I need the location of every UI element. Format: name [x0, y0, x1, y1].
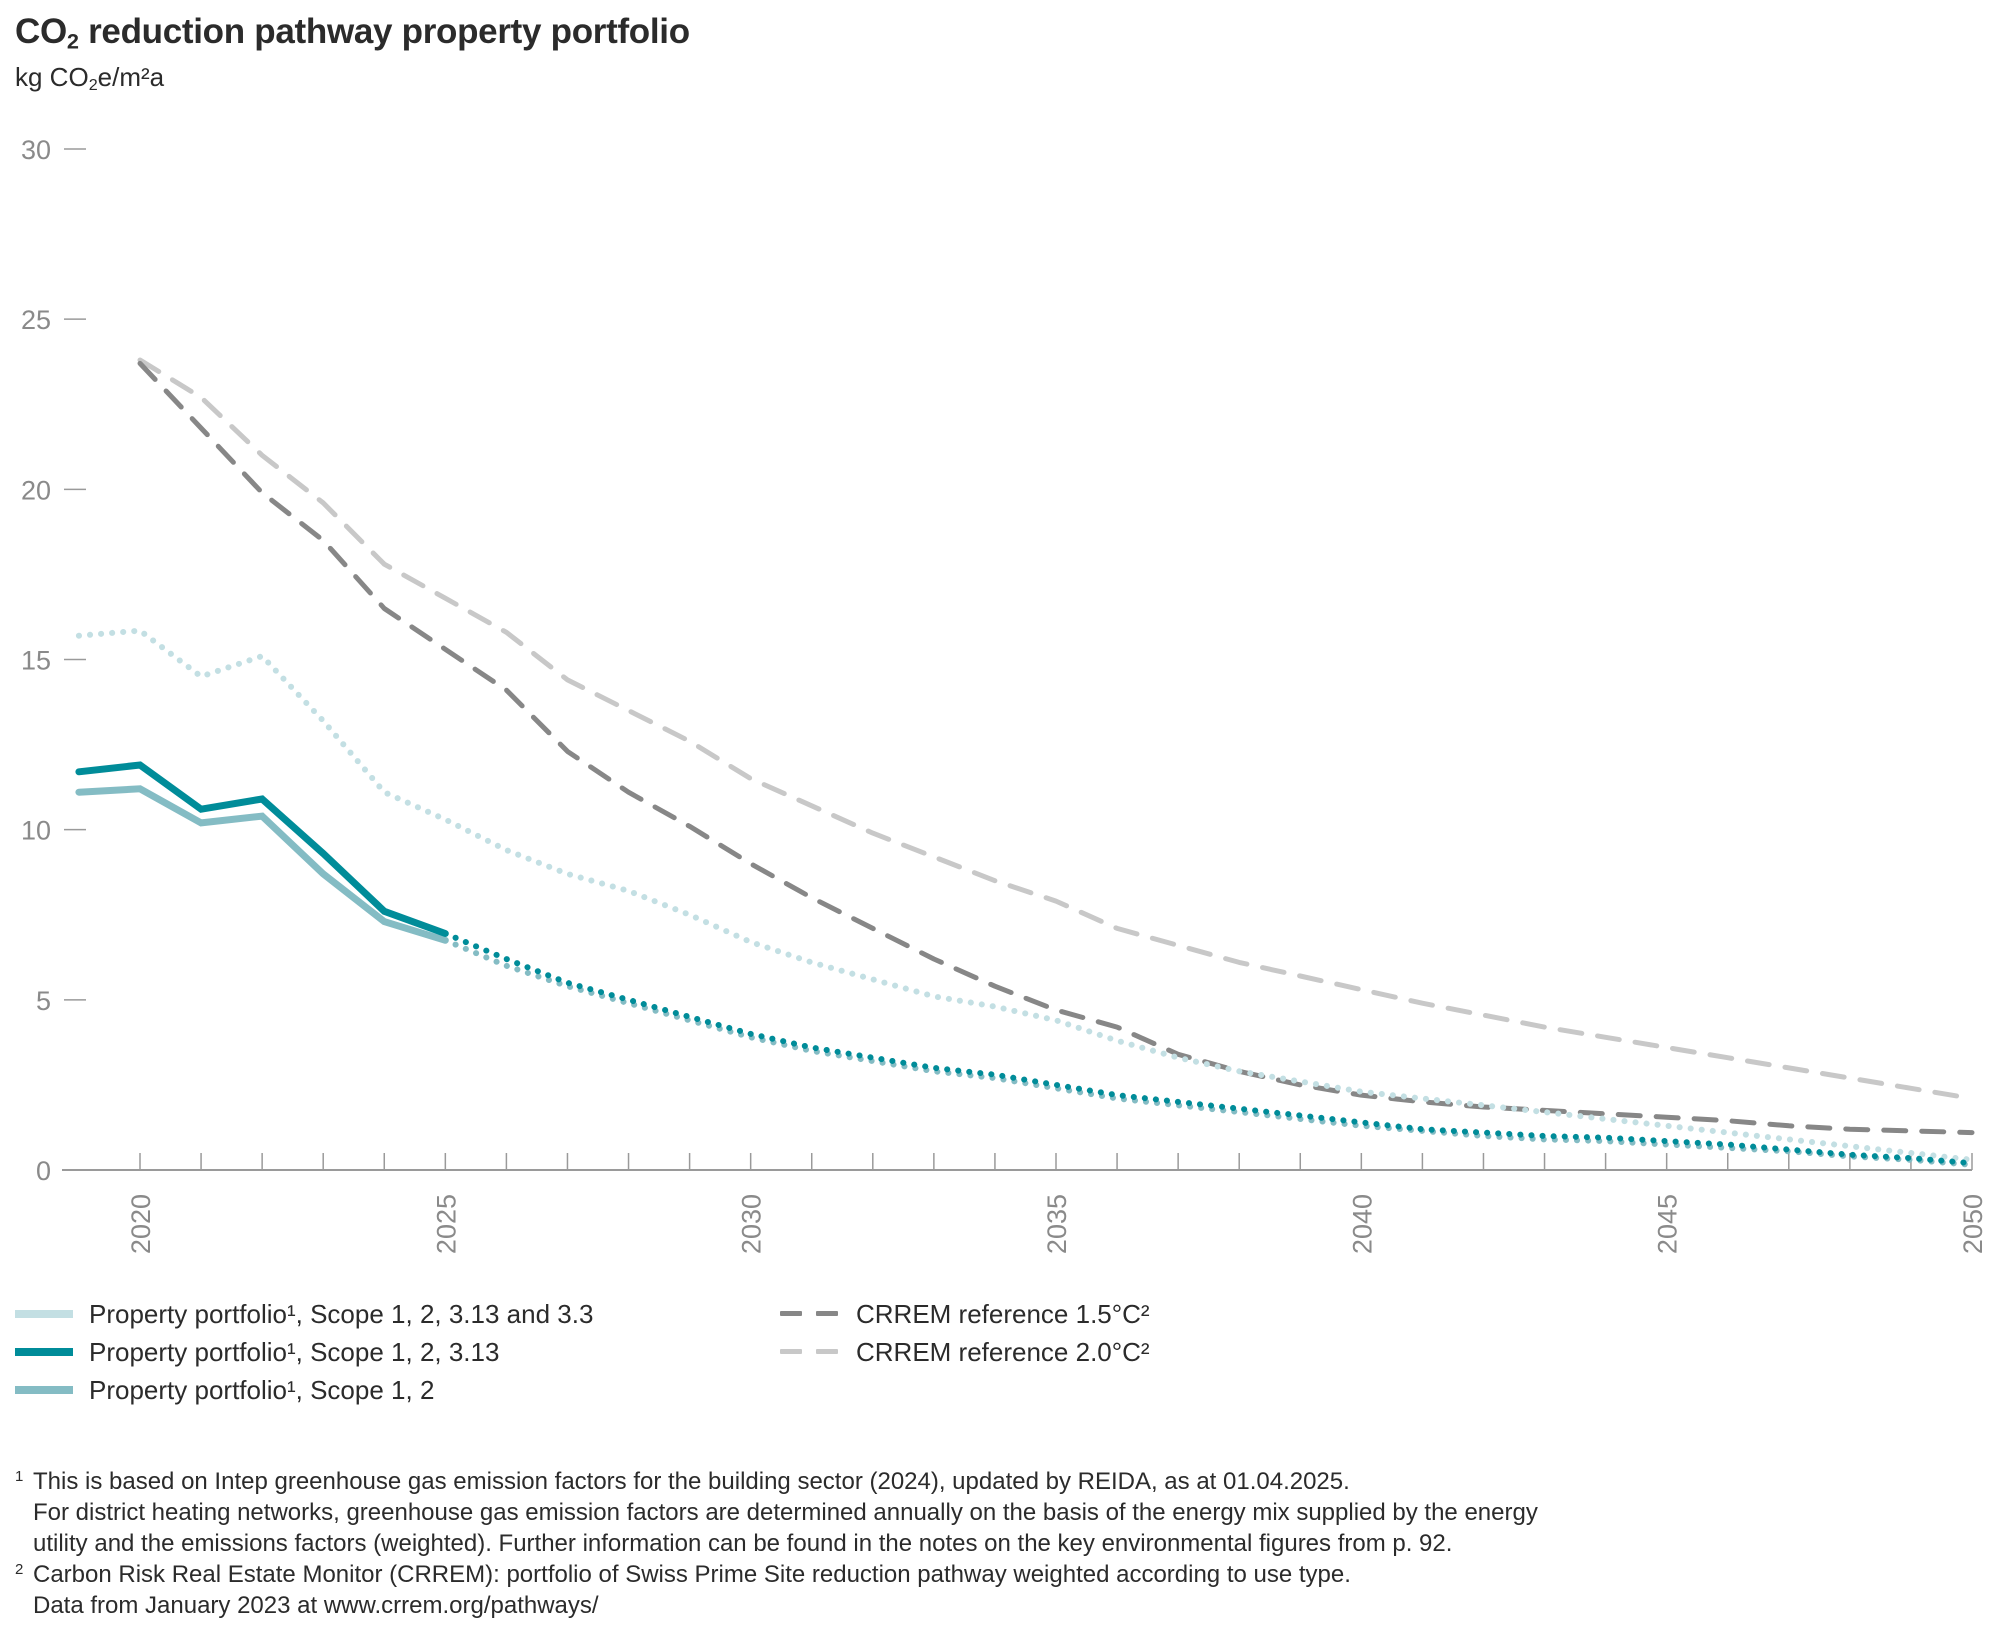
series-0-line-dotted [75, 627, 1975, 1163]
legend-label: CRREM reference 2.0°C² [856, 1336, 1150, 1367]
legend-dash-swatch [780, 1311, 838, 1317]
footnote-line: Carbon Risk Real Estate Monitor (CRREM):… [33, 1561, 1351, 1588]
footnote-line: utility and the emissions factors (weigh… [33, 1530, 1453, 1557]
legend-swatch [15, 1386, 73, 1394]
legend-item-scope-1-2: Property portfolio¹, Scope 1, 2 [15, 1371, 593, 1409]
chart-title: CO2 reduction pathway property portfolio [15, 12, 690, 54]
y-tick-label: 25 [21, 305, 51, 335]
legend-label: CRREM reference 1.5°C² [856, 1298, 1150, 1329]
y-axis: 0 5 10 15 20 25 30 [21, 135, 86, 1186]
series-2-projection-dotted [442, 937, 1975, 1168]
legend-dash-swatch [780, 1349, 838, 1355]
series-4-line-dashed [137, 357, 1975, 1101]
legend-item-crrem-15: CRREM reference 1.5°C² [780, 1295, 1150, 1333]
series-layer [75, 357, 1975, 1168]
footnote-line: For district heating networks, greenhous… [33, 1499, 1538, 1526]
footnote-marker: 2 [15, 1561, 24, 1578]
footnotes: 1 This is based on Intep greenhouse gas … [15, 1466, 1538, 1621]
x-tick-label: 2050 [1958, 1194, 1988, 1254]
series-1-projection-dotted [442, 930, 1975, 1167]
series-3-line-dashed [137, 360, 1975, 1136]
series-2-actual-solid [75, 785, 449, 944]
series-1-actual-solid [75, 761, 449, 937]
footnote-2: 2 Carbon Risk Real Estate Monitor (CRREM… [15, 1559, 1538, 1621]
x-tick-label: 2035 [1042, 1194, 1072, 1254]
legend-item-scope-1-2-313: Property portfolio¹, Scope 1, 2, 3.13 [15, 1333, 593, 1371]
legend-item-crrem-20: CRREM reference 2.0°C² [780, 1333, 1150, 1371]
legend-label: Property portfolio¹, Scope 1, 2, 3.13 [89, 1336, 500, 1367]
x-axis: 2020 2025 2030 2035 2040 2045 2050 [62, 1153, 1988, 1254]
legend-swatch [15, 1310, 73, 1318]
y-tick-label: 30 [21, 135, 51, 165]
legend-label: Property portfolio¹, Scope 1, 2, 3.13 an… [89, 1298, 594, 1329]
x-tick-label: 2025 [431, 1194, 461, 1254]
y-axis-unit: kg CO2e/m²a [15, 62, 165, 95]
y-tick-label: 10 [21, 816, 51, 846]
legend-left: Property portfolio¹, Scope 1, 2, 3.13 an… [15, 1295, 593, 1409]
y-tick-label: 20 [21, 475, 51, 505]
legend-swatch [15, 1348, 73, 1356]
legend-label: Property portfolio¹, Scope 1, 2 [89, 1374, 435, 1405]
legend-right: CRREM reference 1.5°C² CRREM reference 2… [780, 1295, 1150, 1371]
x-tick-label: 2045 [1653, 1194, 1683, 1254]
y-tick-label: 0 [36, 1156, 51, 1186]
x-tick-label: 2040 [1347, 1194, 1377, 1254]
y-tick-label: 15 [21, 646, 51, 676]
footnote-line: Data from January 2023 at www.crrem.org/… [33, 1592, 599, 1619]
y-tick-label: 5 [36, 986, 51, 1016]
x-tick-label: 2030 [737, 1194, 767, 1254]
footnote-1: 1 This is based on Intep greenhouse gas … [15, 1466, 1538, 1559]
legend-item-scope-1-2-313-33: Property portfolio¹, Scope 1, 2, 3.13 an… [15, 1295, 593, 1333]
x-tick-label: 2020 [126, 1194, 156, 1254]
footnote-marker: 1 [15, 1468, 24, 1485]
footnote-line: This is based on Intep greenhouse gas em… [33, 1468, 1350, 1495]
